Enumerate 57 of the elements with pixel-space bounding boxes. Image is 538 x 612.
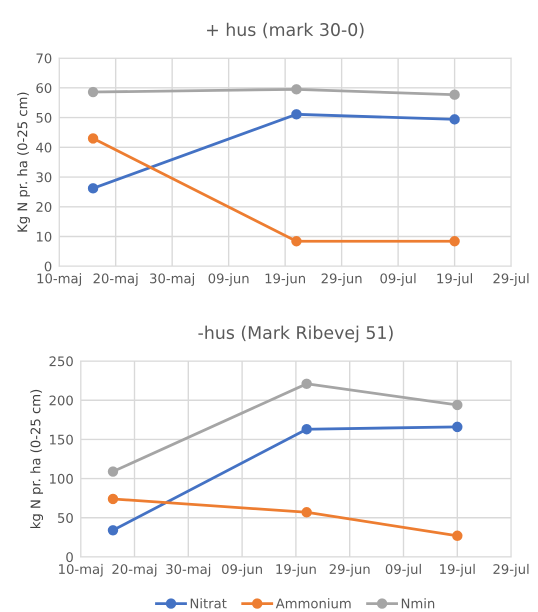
point xyxy=(301,424,312,434)
y-tick-label: 70 xyxy=(36,53,52,64)
x-tick-label: 10-maj xyxy=(59,564,103,577)
y-tick-label: 30 xyxy=(36,172,52,182)
chart-title: -hus (Mark Ribevej 51) xyxy=(198,326,393,342)
x-tick-label: 29-jun xyxy=(322,273,362,286)
y-axis-title: Kg N pr. ha (0-25 cm) xyxy=(17,92,30,232)
y-tick-label: 0 xyxy=(44,261,52,272)
point xyxy=(301,378,312,390)
point xyxy=(108,494,118,504)
x-tick-label: 19-jun xyxy=(276,564,316,577)
point xyxy=(452,422,463,432)
x-tick-label: 20-maj xyxy=(112,564,156,577)
y-tick-label: 40 xyxy=(36,142,52,153)
legend-label: Ammonium xyxy=(276,598,351,608)
x-tick-label: 19-jul xyxy=(440,564,475,577)
x-tick-label: 30-maj xyxy=(166,564,210,577)
x-tick-label: 29-jul xyxy=(493,273,528,286)
legend-label: Nmin xyxy=(402,598,434,608)
x-tick-label: 19-jul xyxy=(437,273,472,286)
y-tick-label: 50 xyxy=(58,512,73,523)
y-tick-label: 200 xyxy=(50,395,73,406)
point xyxy=(108,466,118,477)
x-tick-label: 29-jun xyxy=(330,564,370,577)
point xyxy=(291,236,302,246)
point xyxy=(452,530,463,541)
x-tick-label: 29-jul xyxy=(493,564,528,577)
y-tick-label: 150 xyxy=(50,434,73,445)
point xyxy=(449,89,460,100)
point xyxy=(88,133,98,144)
x-tick-label: 09-jun xyxy=(208,273,248,286)
y-tick-label: 0 xyxy=(66,552,73,562)
x-tick-label: 09-jul xyxy=(380,273,416,286)
x-tick-label: 30-maj xyxy=(150,273,194,286)
point xyxy=(88,183,98,194)
point xyxy=(108,525,118,536)
y-tick-label: 60 xyxy=(36,83,52,94)
y-axis-title: kg N pr. ha (0-25 cm) xyxy=(30,390,44,528)
x-tick-label: 09-jun xyxy=(222,564,262,577)
y-tick-label: 10 xyxy=(36,232,52,242)
chart-title: + hus (mark 30-0) xyxy=(207,22,364,38)
y-tick-label: 100 xyxy=(50,474,73,484)
point xyxy=(291,109,302,120)
point xyxy=(449,236,460,246)
y-tick-label: 50 xyxy=(36,112,52,123)
x-tick-label: 09-jul xyxy=(386,564,421,577)
point xyxy=(449,114,460,125)
y-tick-label: 250 xyxy=(50,356,73,366)
x-tick-label: 19-jun xyxy=(266,273,305,286)
legend-label: Nitrat xyxy=(190,598,227,608)
point xyxy=(301,507,312,518)
point xyxy=(88,86,98,98)
x-tick-label: 10-maj xyxy=(38,273,82,286)
point xyxy=(452,400,463,410)
y-tick-label: 20 xyxy=(36,202,52,212)
point xyxy=(291,84,302,95)
x-tick-label: 20-maj xyxy=(94,273,138,286)
